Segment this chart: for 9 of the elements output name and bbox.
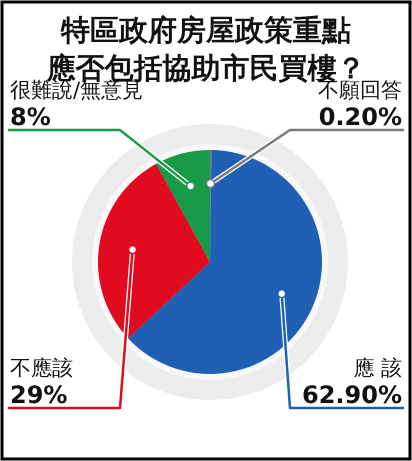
pie-slice: [128, 150, 322, 374]
slice-label: 不應該: [10, 356, 73, 380]
data-label: 8%: [10, 103, 51, 131]
data-label: 29%: [10, 381, 68, 409]
data-label: 62.90%: [302, 381, 402, 409]
data-label: 0.20%: [318, 103, 402, 131]
pie-slice: [156, 150, 210, 262]
slice-label: 應 該: [353, 356, 402, 380]
pie-slice: [98, 164, 210, 338]
